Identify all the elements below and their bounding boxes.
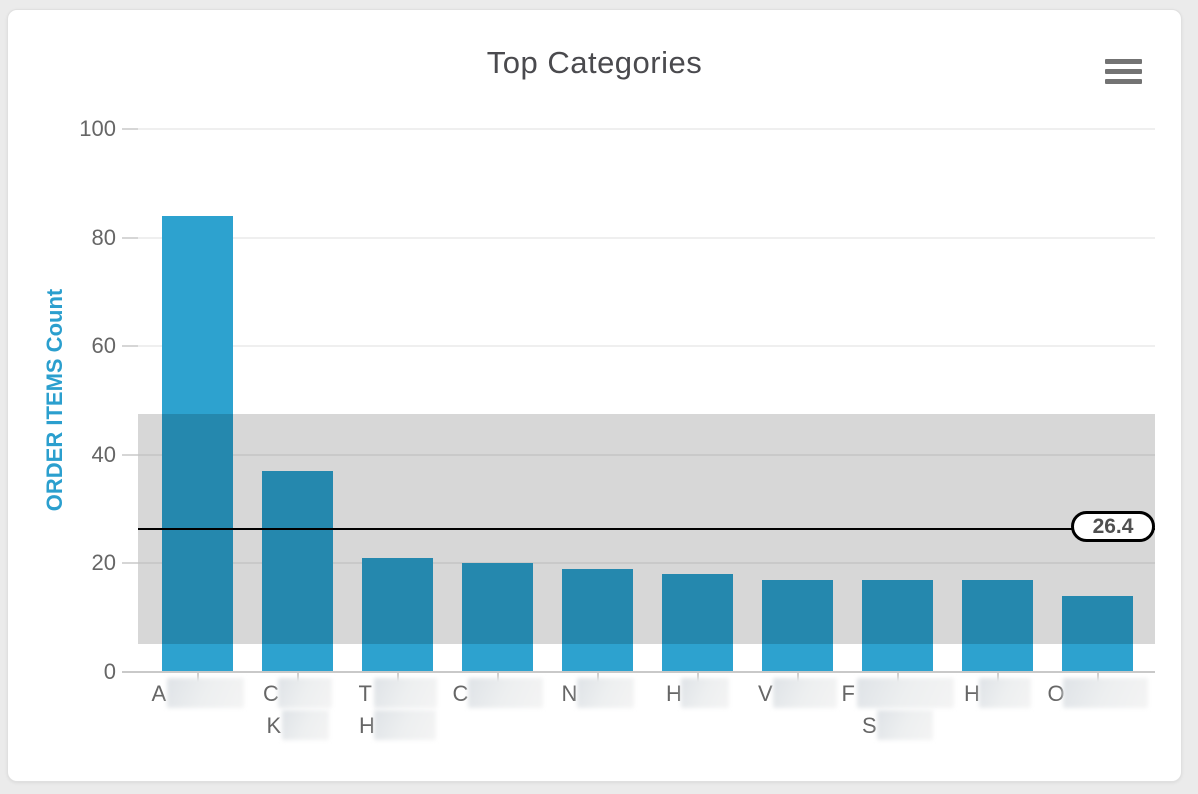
x-label-letter: V xyxy=(758,681,773,706)
x-label-letter: F xyxy=(841,681,855,706)
hamburger-icon xyxy=(1105,59,1142,64)
y-tick-label: 100 xyxy=(79,116,116,141)
x-label: H xyxy=(964,678,1031,708)
y-axis-tick xyxy=(122,345,138,348)
gridline xyxy=(138,345,1155,348)
bar[interactable] xyxy=(962,579,1033,672)
x-label-letter: C xyxy=(452,681,469,706)
x-label-redaction xyxy=(877,710,933,740)
x-label: K xyxy=(266,710,329,740)
y-tick-label: 80 xyxy=(91,224,116,250)
x-axis-line xyxy=(122,671,1155,673)
bar[interactable] xyxy=(562,568,633,672)
bar[interactable] xyxy=(362,557,433,672)
y-tick-label: 20 xyxy=(91,550,116,576)
x-label-letter: H xyxy=(359,713,375,738)
hamburger-icon xyxy=(1105,79,1142,84)
x-label-redaction xyxy=(576,678,634,708)
x-label: V xyxy=(758,678,837,708)
y-tick-label: 40 xyxy=(91,441,116,467)
hamburger-icon xyxy=(1105,69,1142,74)
x-label-redaction xyxy=(856,678,954,708)
x-label-letter: H xyxy=(964,681,980,706)
x-label: O xyxy=(1047,678,1148,708)
x-label: S xyxy=(862,710,933,740)
average-line xyxy=(138,527,1155,530)
gridline xyxy=(138,236,1155,239)
y-axis-tick xyxy=(122,128,138,130)
x-label: C xyxy=(452,678,543,708)
x-label-redaction xyxy=(681,678,729,708)
bar[interactable] xyxy=(762,579,833,672)
y-axis-tick xyxy=(122,453,138,456)
x-label-letter: A xyxy=(151,681,167,706)
x-label-redaction xyxy=(1062,678,1148,708)
y-axis-title: ORDER ITEMS Count xyxy=(42,288,67,512)
gridline xyxy=(138,128,1155,130)
x-label-redaction xyxy=(773,678,837,708)
x-label-redaction xyxy=(166,678,244,708)
x-label: N xyxy=(561,678,634,708)
x-label-redaction xyxy=(467,678,543,708)
x-label-letter: C xyxy=(263,681,279,706)
bar[interactable] xyxy=(162,215,233,672)
gridline xyxy=(138,562,1155,565)
bar[interactable] xyxy=(862,579,933,672)
x-label-letter: H xyxy=(666,681,682,706)
average-line-label: 26.4 xyxy=(1071,511,1155,542)
chart-title: Top Categories xyxy=(486,45,703,80)
average-line-label-text: 26.4 xyxy=(1092,515,1134,538)
y-axis-tick xyxy=(122,236,138,239)
x-label-letter: K xyxy=(266,713,282,738)
y-axis-tick xyxy=(122,562,138,565)
bar[interactable] xyxy=(1062,595,1133,672)
x-label-letter: N xyxy=(561,681,578,706)
y-tick-label: 60 xyxy=(91,333,116,359)
x-label-redaction xyxy=(281,710,329,740)
gridline xyxy=(138,453,1155,456)
x-label-redaction xyxy=(373,678,437,708)
bar[interactable] xyxy=(262,471,333,672)
bar[interactable] xyxy=(662,574,733,672)
x-label: F xyxy=(841,678,954,708)
chart-menu-button[interactable] xyxy=(1100,54,1147,92)
x-label-redaction xyxy=(979,678,1031,708)
x-label: H xyxy=(359,710,436,740)
y-tick-label: 0 xyxy=(103,659,116,684)
x-label-redaction xyxy=(278,678,332,708)
bar[interactable] xyxy=(462,563,533,672)
x-label: T xyxy=(358,678,437,708)
x-label-redaction xyxy=(374,710,436,740)
x-label-letter: S xyxy=(862,713,877,738)
x-label-letter: T xyxy=(358,681,372,706)
x-label: H xyxy=(666,678,729,708)
x-label: C xyxy=(263,678,332,708)
x-label: A xyxy=(151,678,244,708)
x-label-letter: O xyxy=(1047,681,1065,706)
